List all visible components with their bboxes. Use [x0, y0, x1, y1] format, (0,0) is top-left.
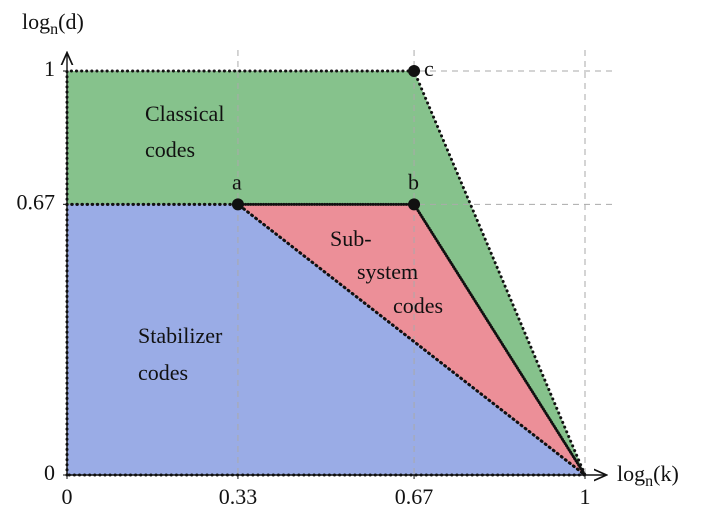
x-label: logn(k) [617, 461, 679, 490]
region-label: system [357, 259, 418, 284]
axis-label-sub: n [50, 21, 58, 38]
region-label: Classical [145, 101, 224, 126]
region [67, 204, 585, 475]
y-label: logn(d) [22, 9, 84, 38]
region-label: Sub- [330, 226, 372, 251]
point [408, 65, 421, 77]
region [67, 71, 585, 475]
x-tick-label: 1 [580, 484, 591, 509]
region-label: codes [145, 137, 195, 162]
point-label: c [424, 56, 434, 81]
axis-label-part: log [617, 461, 645, 486]
axis-label-sub: n [645, 473, 653, 490]
point [408, 198, 421, 211]
y-tick-label: 0.67 [17, 189, 56, 214]
axis-label-part: log [22, 9, 50, 34]
x-tick-label: 0 [62, 484, 73, 509]
point [231, 198, 244, 211]
x-tick-label: 0.67 [395, 484, 434, 509]
axis-label-part: (d) [58, 9, 84, 34]
region-border [233, 202, 587, 477]
point-label: b [408, 169, 419, 194]
y-tick-label: 0 [44, 460, 55, 485]
y-tick-label: 1 [44, 56, 55, 81]
region-label: Stabilizer [138, 323, 223, 348]
region-label: codes [393, 293, 443, 318]
axis-label-part: (k) [653, 461, 679, 486]
point-label: a [232, 169, 242, 194]
x-tick-label: 0.33 [219, 484, 258, 509]
region-label: codes [138, 360, 188, 385]
